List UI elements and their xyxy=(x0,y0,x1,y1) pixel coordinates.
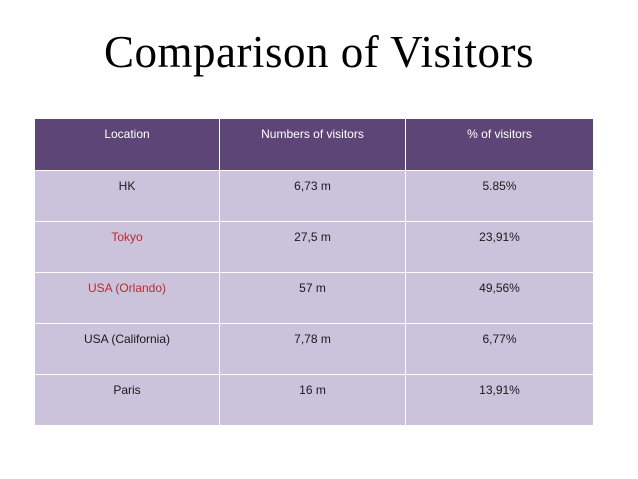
cell-visitors: 6,73 m xyxy=(219,170,406,222)
cell-location: Tokyo xyxy=(34,221,220,273)
slide-title: Comparison of Visitors xyxy=(104,27,534,77)
cell-percent: 23,91% xyxy=(405,221,594,273)
cell-percent: 6,77% xyxy=(405,323,594,375)
table-row: HK 6,73 m 5.85% xyxy=(34,170,594,222)
header-percent-of-visitors: % of visitors xyxy=(405,118,594,171)
table-row: Tokyo 27,5 m 23,91% xyxy=(34,221,594,273)
cell-percent: 5.85% xyxy=(405,170,594,222)
table-row: Paris 16 m 13,91% xyxy=(34,374,594,426)
cell-location: Paris xyxy=(34,374,220,426)
cell-visitors: 16 m xyxy=(219,374,406,426)
cell-location: USA (California) xyxy=(34,323,220,375)
cell-percent: 13,91% xyxy=(405,374,594,426)
visitors-table: Location Numbers of visitors % of visito… xyxy=(34,118,594,426)
cell-percent: 49,56% xyxy=(405,272,594,324)
cell-visitors: 57 m xyxy=(219,272,406,324)
table-header-row: Location Numbers of visitors % of visito… xyxy=(34,118,594,171)
header-numbers-of-visitors: Numbers of visitors xyxy=(219,118,406,171)
cell-location: USA (Orlando) xyxy=(34,272,220,324)
table-row: USA (Orlando) 57 m 49,56% xyxy=(34,272,594,324)
cell-visitors: 27,5 m xyxy=(219,221,406,273)
cell-visitors: 7,78 m xyxy=(219,323,406,375)
table-row: USA (California) 7,78 m 6,77% xyxy=(34,323,594,375)
header-location: Location xyxy=(34,118,220,171)
cell-location: HK xyxy=(34,170,220,222)
